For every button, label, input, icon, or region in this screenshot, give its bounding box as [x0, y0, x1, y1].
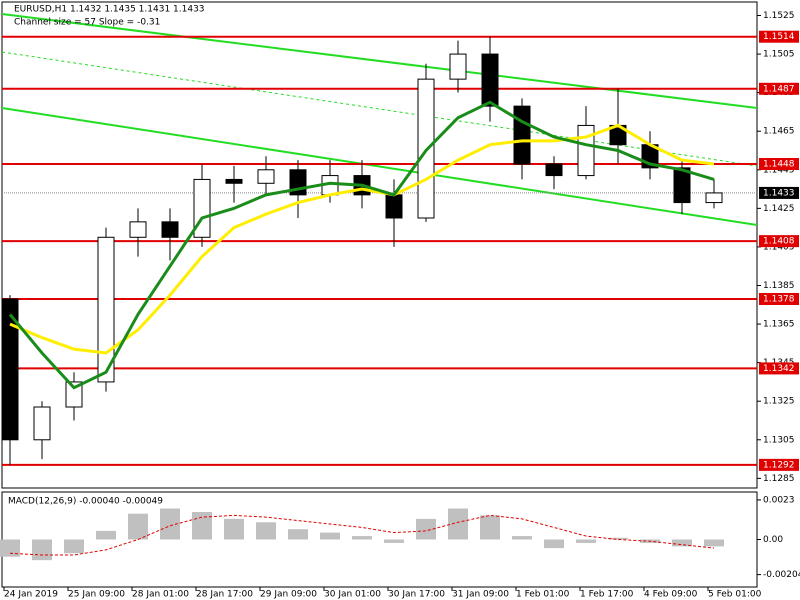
x-tick-label: 31 Jan 09:00 — [452, 590, 509, 600]
moving-average — [8, 100, 715, 390]
y-tick-label: -0.00204 — [763, 570, 800, 580]
x-tick-label: 29 Jan 09:00 — [260, 590, 317, 600]
y-tick-label: 1.1445 — [763, 165, 795, 175]
macd-bar — [96, 530, 116, 540]
candle-body — [481, 53, 499, 107]
level-tag — [759, 158, 799, 170]
macd-bar — [672, 539, 692, 547]
x-tick-label: 1 Feb 01:00 — [516, 590, 570, 600]
level-tag — [759, 30, 799, 43]
candle-body — [1, 298, 19, 441]
moving-average — [9, 123, 715, 355]
candle-body — [449, 53, 467, 80]
level-label: 1.1378 — [763, 295, 795, 305]
x-tick-label: 30 Jan 01:00 — [324, 590, 381, 600]
macd-bar — [0, 539, 20, 557]
level-label: 1.1487 — [763, 84, 795, 94]
main-panel — [1, 1, 758, 489]
candle-body — [33, 406, 51, 441]
candle-body — [161, 221, 179, 238]
candle-body — [225, 178, 243, 184]
macd-bar — [160, 508, 180, 540]
chart-subtitle: Channel size = 57 Slope = -0.31 — [14, 18, 160, 28]
y-tick-label: 1.1325 — [763, 397, 795, 407]
channel-upper — [1, 13, 758, 109]
level-tag — [759, 362, 799, 375]
channel-lower — [1, 107, 758, 226]
macd-bar — [352, 536, 372, 540]
level-label: 1.1408 — [763, 237, 795, 247]
level-tag — [759, 293, 799, 305]
level-label: 1.1514 — [763, 32, 795, 42]
macd-bar — [288, 529, 308, 540]
level-tag — [759, 235, 799, 248]
y-tick-label: 1.1505 — [763, 50, 795, 60]
channel-middle — [1, 51, 758, 167]
macd-bar — [608, 537, 628, 540]
x-tick-label: 1 Feb 17:00 — [580, 590, 634, 600]
x-tick-label: 28 Jan 17:00 — [196, 590, 253, 600]
y-tick-label: 1.1305 — [763, 435, 795, 445]
y-tick-label: 1.1405 — [763, 242, 795, 252]
current-price-label: 1.1433 — [763, 188, 795, 198]
x-tick-label: 5 Feb 01:00 — [708, 590, 762, 600]
candle-body — [577, 124, 595, 177]
y-tick-label: 0.00 — [763, 535, 783, 545]
candle-body — [97, 236, 115, 383]
level-label: 1.1292 — [763, 460, 795, 470]
x-tick-label: 28 Jan 01:00 — [132, 590, 189, 600]
chart-title: EURUSD,H1 1.1432 1.1435 1.1431 1.1433 — [14, 5, 205, 15]
macd-bar — [256, 522, 276, 540]
macd-bar — [576, 539, 596, 543]
candle-body — [65, 381, 83, 408]
level-tag — [759, 458, 799, 471]
candle-body — [257, 169, 275, 184]
macd-bar — [128, 513, 148, 540]
candle-body — [513, 105, 531, 165]
macd-bar — [512, 536, 532, 540]
current-price-tag — [759, 186, 799, 199]
y-tick-label: 1.1365 — [763, 320, 795, 330]
macd-bar — [448, 508, 468, 540]
y-tick-label: 0.0023 — [763, 495, 795, 505]
candle-body — [705, 192, 723, 204]
macd-bar — [416, 518, 436, 540]
y-tick-label: 1.1385 — [763, 281, 795, 291]
macd-bar — [384, 539, 404, 543]
macd-bar — [192, 511, 212, 540]
macd-bar — [64, 539, 84, 554]
macd-bar — [544, 539, 564, 549]
y-tick-label: 1.1525 — [763, 11, 795, 21]
macd-bar — [480, 515, 500, 540]
macd-bar — [32, 539, 52, 561]
x-tick-label: 25 Jan 09:00 — [68, 590, 125, 600]
macd-bar — [320, 532, 340, 540]
level-tag — [759, 82, 799, 95]
macd-title: MACD(12,26,9) -0.00040 -0.00049 — [8, 497, 163, 507]
x-tick-label: 30 Jan 17:00 — [388, 590, 445, 600]
channel — [1, 13, 758, 226]
macd-bar — [224, 518, 244, 540]
level-label: 1.1448 — [763, 160, 795, 170]
y-tick-label: 1.1285 — [763, 474, 795, 484]
candle-body — [385, 194, 403, 219]
y-tick-label: 1.1465 — [763, 127, 795, 137]
macd-bar — [704, 539, 724, 547]
x-tick-label: 24 Jan 2019 — [4, 590, 58, 600]
candle-body — [545, 163, 563, 177]
x-tick-label: 4 Feb 09:00 — [644, 590, 698, 600]
candle-body — [673, 167, 691, 204]
y-tick-label: 1.1425 — [763, 204, 795, 214]
candle-body — [129, 221, 147, 238]
level-label: 1.1342 — [763, 364, 795, 374]
